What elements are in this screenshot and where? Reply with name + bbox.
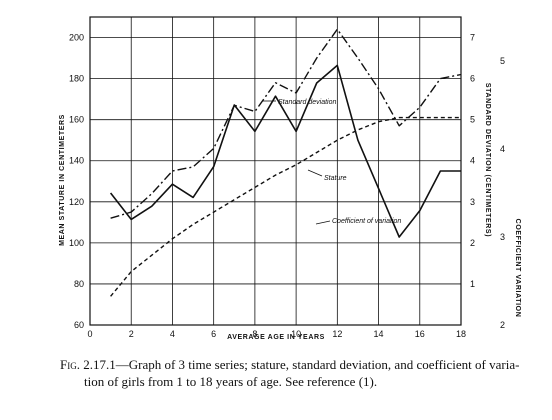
figure-caption: Fig. 2.17.1—Graph of 3 time series; stat… [60, 356, 530, 390]
y-tick-label-sd: 2 [470, 238, 475, 248]
x-tick-label: 16 [415, 329, 425, 339]
annotation-standard-deviation: Standard deviation [262, 99, 336, 106]
y-tick-label-cv: 3 [500, 232, 505, 242]
y-tick-label-sd: 6 [470, 74, 475, 84]
y-tick-label-stature: 100 [69, 238, 84, 248]
y-axis-label-right-sd: STANDARD DEVIATION (CENTIMETERS) [484, 83, 491, 237]
x-tick-label: 10 [291, 329, 301, 339]
series-lines [109, 28, 462, 297]
y-tick-label-cv: 4 [500, 144, 505, 154]
y-axis-label-left: MEAN STATURE IN CENTIMETERS [59, 114, 66, 246]
x-tick-label: 2 [129, 329, 134, 339]
x-axis-label: AVERAGE AGE IN YEARS [227, 334, 325, 341]
y-axis-label-right-cv: COEFFICIENT VARIATION [514, 219, 521, 318]
annotation-stature: Stature [307, 169, 347, 182]
y-tick-label-stature: 180 [69, 74, 84, 84]
x-tick-label: 4 [170, 329, 175, 339]
label-stature: Stature [324, 175, 347, 182]
y-tick-label-stature: 140 [69, 156, 84, 166]
x-tick-label: 14 [374, 329, 384, 339]
y-tick-label-sd: 7 [470, 33, 475, 43]
y-tick-label-cv: 5 [500, 56, 505, 66]
annotation-coefficient: Coefficient of variation [315, 218, 401, 225]
y-tick-label-sd: 5 [470, 115, 475, 125]
y-tick-label-sd: 3 [470, 197, 475, 207]
x-tick-label: 18 [456, 329, 466, 339]
series-line-stature [110, 116, 461, 297]
y-tick-label-cv: 2 [500, 320, 505, 330]
x-tick-label: 12 [332, 329, 342, 339]
tick-labels: 0 2 4 6 8 10 12 14 16 186080100120140160180200123… [69, 33, 505, 339]
series-line-standard-deviation [110, 28, 462, 219]
caption-fig-number: Fig. 2.17.1 [60, 357, 116, 372]
x-tick-label: 6 [211, 329, 216, 339]
series-line-coefficient-of-variation [109, 64, 461, 238]
grid [89, 17, 462, 326]
y-tick-label-stature: 200 [69, 33, 84, 43]
y-tick-label-stature: 80 [74, 279, 84, 289]
y-tick-label-stature: 120 [69, 197, 84, 207]
x-tick-label: 0 [87, 329, 92, 339]
label-standard-deviation: Standard deviation [278, 99, 336, 106]
caption-line-2: tion of girls from 1 to 18 years of age.… [84, 374, 378, 389]
y-tick-label-sd: 4 [470, 156, 475, 166]
y-tick-label-stature: 160 [69, 115, 84, 125]
label-coefficient-of-variation: Coefficient of variation [332, 218, 401, 225]
x-tick-label: 8 [252, 329, 257, 339]
caption-line-1: —Graph of 3 time series; stature, standa… [115, 357, 520, 372]
plot-frame [89, 16, 462, 326]
y-tick-label-stature: 60 [74, 320, 84, 330]
y-tick-label-sd: 1 [470, 279, 475, 289]
